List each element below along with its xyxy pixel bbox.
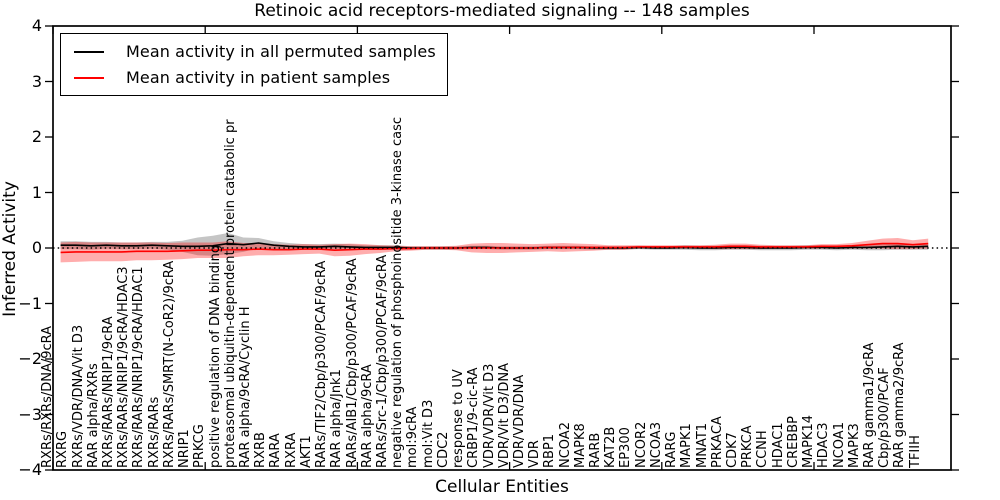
x-tick-label: CDC2: [435, 431, 451, 468]
chart-title: Retinoic acid receptors-mediated signali…: [254, 1, 750, 21]
y-tick-label: 4: [31, 16, 42, 35]
x-tick-label: MAPK8: [572, 423, 588, 468]
x-tick-label: MAPK14: [801, 414, 817, 468]
x-tick-label: MAPK1: [679, 423, 695, 468]
x-tick-label: CDK7: [725, 432, 741, 468]
x-tick-label: negative regulation of phosphoinositide …: [390, 117, 406, 468]
y-tick-label: 0: [31, 238, 42, 257]
x-tick-label: RXRs/RXRs/DNA/9cRA: [40, 325, 56, 468]
y-tick-label: 1: [31, 182, 42, 202]
patient-line-swatch: [74, 76, 104, 79]
x-tick-label: RBP1: [542, 433, 558, 468]
y-tick-label: −1: [18, 293, 42, 313]
x-tick-label: RARs/Src-1/Cbp/p300/PCAF/9cRA: [374, 254, 390, 468]
x-tick-label: CCNH: [755, 430, 771, 468]
x-tick-label: VDR: [527, 440, 543, 468]
x-tick-label: RARB: [588, 432, 604, 468]
x-tick-label: AKT1: [298, 435, 314, 468]
x-tick-label: NCOA3: [648, 422, 664, 468]
x-tick-label: mol:Vit D3: [420, 399, 436, 468]
y-tick-label: −3: [18, 404, 42, 424]
x-tick-label: RXRs/RARs/NRIP1/9cRA/HDAC3: [116, 266, 132, 468]
patient-std-band: [60, 238, 929, 263]
permuted-std-band: [60, 233, 929, 256]
x-tick-label: NCOA2: [557, 422, 573, 468]
x-tick-label: RXRs/RARs/NRIP1/9cRA/HDAC1: [131, 266, 147, 468]
x-tick-label: PRKCA: [740, 425, 756, 468]
x-tick-label: RARs/AIB1/Cbp/p300/PCAF/9cRA: [344, 258, 360, 468]
x-tick-label: mol:9cRA: [405, 406, 421, 468]
x-tick-label: NCOA1: [831, 422, 847, 468]
x-tick-label: VDR/Vit D3/DNA: [496, 362, 512, 468]
x-axis-label: Cellular Entities: [435, 477, 569, 497]
x-tick-label: MNAT1: [694, 422, 710, 468]
x-tick-label: RAR alpha/9cRA/Cyclin H: [237, 306, 253, 468]
x-tick-label: RXRB: [253, 432, 269, 468]
x-tick-label: VDR/VDR/Vit D3: [481, 363, 497, 468]
x-tick-label: NRIP1: [177, 429, 193, 468]
y-axis-label: Inferred Activity: [0, 181, 20, 317]
y-tick-label: −4: [18, 460, 42, 479]
x-tick-label: PRKACA: [709, 416, 725, 468]
legend: Mean activity in all permuted samples Me…: [60, 33, 448, 96]
x-tick-label: MAPK3: [846, 423, 862, 468]
x-tick-label: RXRA: [283, 432, 299, 468]
legend-row-permuted: Mean activity in all permuted samples: [74, 42, 447, 61]
x-tick-label: positive regulation of DNA binding: [207, 244, 223, 468]
x-tick-label: RAR gamma2/9cRA: [892, 342, 908, 468]
legend-row-patient: Mean activity in patient samples: [74, 68, 447, 87]
x-tick-label: KAT2B: [603, 426, 619, 468]
x-tick-label: VDR/VDR/DNA: [511, 374, 527, 468]
x-tick-label: RAR gamma1/9cRA: [862, 342, 877, 468]
x-tick-label: Cbp/p300/PCAF: [877, 367, 893, 468]
legend-label-permuted: Mean activity in all permuted samples: [126, 42, 436, 61]
y-tick-label: 2: [31, 127, 42, 146]
x-tick-label: RARG: [664, 431, 680, 468]
x-tick-label: HDAC3: [816, 422, 832, 468]
x-tick-label: response to UV: [451, 369, 467, 468]
x-tick-label: RAR alpha/RXRs: [85, 363, 101, 468]
x-tick-label: CREBBP: [785, 416, 801, 468]
permuted-line-swatch: [74, 50, 104, 53]
x-tick-label: RARA: [268, 433, 284, 468]
x-tick-label: CRBP1/9-cic-RA: [466, 367, 482, 468]
x-tick-label: RXRs/VDR/DNA/Vit D3: [70, 324, 86, 468]
x-tick-label: TFIIH: [907, 435, 923, 468]
y-tick-label: 3: [31, 71, 42, 91]
y-tick-label: −2: [18, 349, 42, 368]
x-tick-label: PRKCG: [192, 424, 208, 468]
legend-label-patient: Mean activity in patient samples: [126, 68, 391, 87]
x-tick-label: EP300: [618, 427, 634, 468]
patient-mean-line: [60, 242, 929, 254]
x-tick-label: RAR alpha/Jnk1: [329, 369, 345, 468]
x-tick-label: RXRG: [55, 430, 71, 468]
x-tick-label: RARs/TIF2/Cbp/p300/PCAF/9cRA: [314, 260, 330, 468]
x-tick-label: proteasomal ubiquitin-dependent protein …: [222, 119, 238, 468]
x-tick-label: RXRs/RARs: [146, 396, 162, 468]
x-tick-label: RXRs/RARs/NRIP1/9cRA: [100, 316, 116, 468]
x-tick-label: NCOR2: [633, 421, 649, 468]
x-tick-label: RXRs/RARs/SMRT(N-CoR2)/9cRA: [161, 260, 177, 468]
x-tick-label: HDAC1: [770, 422, 786, 468]
x-tick-label: RAR alpha/9cRA: [359, 364, 375, 468]
